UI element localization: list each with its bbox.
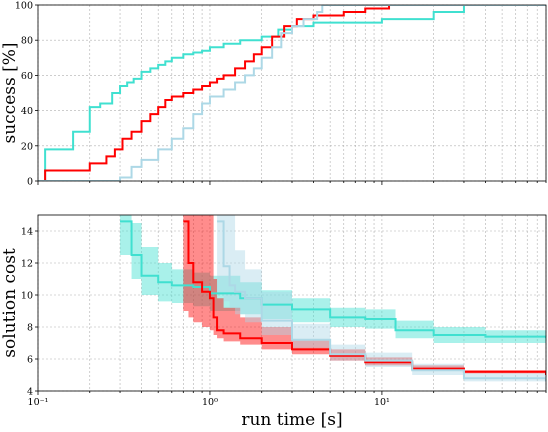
y-tick-label: 40 — [21, 106, 33, 117]
series-3-line — [217, 220, 546, 382]
y-tick-label: 12 — [21, 259, 33, 270]
series-3-band — [217, 215, 546, 383]
y-tick-label: 0 — [27, 177, 33, 188]
y-axis-label: success [%] — [0, 42, 20, 143]
y-tick-label: 60 — [21, 71, 33, 82]
series-1-band — [120, 215, 546, 345]
y-tick-label: 80 — [21, 36, 33, 47]
plot-area — [38, 5, 546, 181]
panel-1: 0 20 40 60 80 100 success [%] — [0, 1, 547, 188]
plot-area — [120, 215, 546, 383]
y-tick-label: 14 — [21, 227, 33, 238]
series-2-band — [183, 215, 546, 377]
series-3-line — [38, 5, 546, 181]
y-tick-label: 8 — [27, 323, 33, 334]
y-tick-label: 4 — [27, 387, 33, 398]
y-tick-label: 100 — [15, 1, 33, 12]
x-tick-label: 10⁻¹ — [28, 397, 49, 408]
series-1-line — [38, 5, 546, 181]
x-tick-label: 10¹ — [374, 397, 390, 408]
x-tick-label: 10⁰ — [202, 397, 218, 408]
y-axis-label: solution cost — [0, 248, 20, 358]
x-axis-label: run time [s] — [241, 410, 342, 430]
series-2-line — [38, 5, 546, 181]
y-tick-label: 20 — [21, 141, 33, 152]
y-tick-label: 6 — [27, 355, 33, 366]
panel-2: 4 6 8 10 12 14 10⁻¹ 10⁰ 10¹ solution cost run time… — [0, 214, 547, 430]
y-tick-label: 10 — [21, 291, 33, 302]
